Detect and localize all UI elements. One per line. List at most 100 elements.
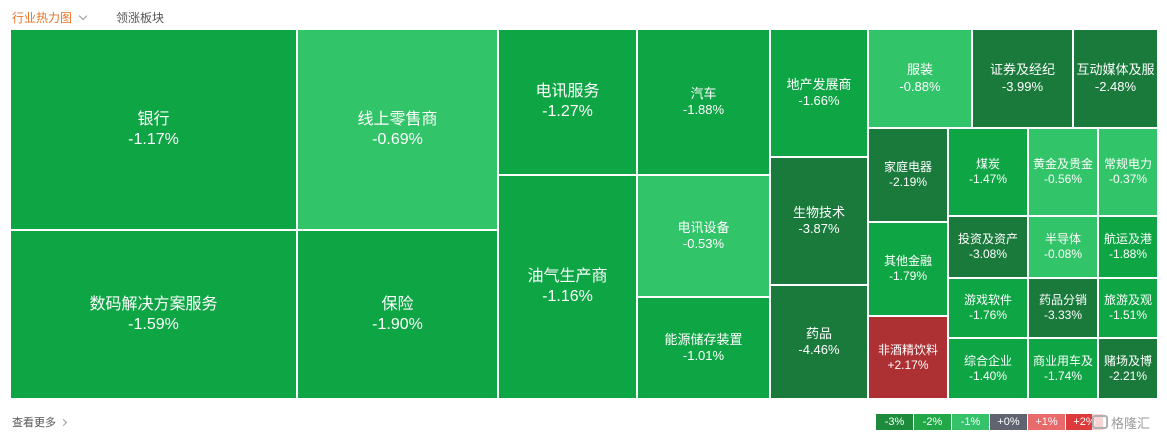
- treemap-cell[interactable]: 黄金及贵金 -0.56%: [1028, 128, 1098, 216]
- treemap-cell[interactable]: 线上零售商 -0.69%: [297, 29, 498, 230]
- sector-change-label: -0.56%: [1043, 172, 1083, 186]
- sector-change-label: -1.51%: [1108, 308, 1148, 322]
- view-tabs: 行业热力图 领涨板块: [12, 8, 164, 26]
- sector-change-label: -0.37%: [1108, 172, 1148, 186]
- view-more-label: 查看更多: [12, 417, 56, 429]
- sector-name-label: 非酒精饮料: [877, 342, 938, 357]
- tab-leading-sectors[interactable]: 领涨板块: [116, 10, 165, 25]
- color-legend: -3% -2% -1% +0% +1% +2%: [876, 414, 1104, 430]
- legend-swatch: +1%: [1028, 414, 1066, 430]
- sector-name-label: 电讯服务: [535, 83, 600, 100]
- sector-change-label: -1.27%: [542, 103, 593, 120]
- sector-change-label: -2.21%: [1108, 368, 1148, 383]
- sector-name-label: 家庭电器: [883, 160, 932, 174]
- sector-name-label: 油气生产商: [527, 268, 608, 285]
- sector-change-label: -1.76%: [968, 308, 1008, 322]
- industry-treemap: 银行 -1.17% 数码解决方案服务 -1.59% 线上零售商 -0.69% 保险 -1.90…: [10, 29, 1158, 399]
- sector-change-label: -0.53%: [682, 236, 725, 251]
- sector-name-label: 药品: [805, 325, 832, 341]
- sector-change-label: -1.90%: [372, 315, 423, 333]
- sector-name-label: 地产发展商: [786, 76, 852, 92]
- sector-name-label: 游戏软件: [963, 293, 1012, 307]
- treemap-cell[interactable]: 赌场及博 -2.21%: [1098, 338, 1158, 399]
- sector-name-label: 旅游及观: [1103, 293, 1152, 307]
- sector-change-label: -2.19%: [888, 175, 928, 189]
- treemap-cell[interactable]: 游戏软件 -1.76%: [948, 278, 1028, 338]
- chevron-down-icon[interactable]: [78, 11, 88, 20]
- sector-name-label: 互动媒体及服: [1076, 62, 1155, 78]
- treemap-cell[interactable]: 常规电力 -0.37%: [1098, 128, 1158, 216]
- treemap-cell[interactable]: 药品 -4.46%: [770, 285, 868, 399]
- sector-change-label: -4.46%: [798, 342, 840, 357]
- sector-name-label: 线上零售商: [357, 110, 438, 128]
- sector-name-label: 黄金及贵金: [1032, 157, 1093, 171]
- sector-name-label: 商业用车及: [1032, 353, 1093, 368]
- treemap-cell[interactable]: 家庭电器 -2.19%: [868, 128, 948, 222]
- treemap-cell[interactable]: 汽车 -1.88%: [637, 29, 770, 175]
- treemap-cell[interactable]: 数码解决方案服务 -1.59%: [10, 230, 297, 399]
- treemap-cell[interactable]: 油气生产商 -1.16%: [498, 175, 637, 399]
- sector-name-label: 证券及经纪: [989, 62, 1055, 78]
- sector-change-label: -1.59%: [128, 315, 179, 333]
- sector-change-label: -1.40%: [968, 368, 1008, 383]
- sector-change-label: -0.88%: [899, 78, 941, 94]
- treemap-cell[interactable]: 电讯设备 -0.53%: [637, 175, 770, 297]
- legend-swatch: -2%: [914, 414, 952, 430]
- treemap-cell[interactable]: 电讯服务 -1.27%: [498, 29, 637, 175]
- sector-name-label: 航运及港: [1103, 232, 1152, 246]
- sector-change-label: -0.69%: [372, 130, 423, 148]
- sector-change-label: -1.47%: [968, 172, 1008, 186]
- sector-change-label: -3.08%: [968, 247, 1008, 261]
- treemap-cell[interactable]: 其他金融 -1.79%: [868, 222, 948, 316]
- treemap-cell[interactable]: 地产发展商 -1.66%: [770, 29, 868, 157]
- sector-change-label: -2.48%: [1094, 78, 1137, 94]
- sector-name-label: 常规电力: [1103, 157, 1152, 171]
- tab-industry-heatmap-label: 行业热力图: [12, 10, 73, 25]
- sector-name-label: 药品分销: [1038, 293, 1087, 307]
- treemap-cell[interactable]: 商业用车及 -1.74%: [1028, 338, 1098, 399]
- treemap-cell[interactable]: 旅游及观 -1.51%: [1098, 278, 1158, 338]
- sector-change-label: -1.74%: [1043, 368, 1083, 383]
- sector-name-label: 生物技术: [792, 204, 845, 220]
- sector-change-label: +2.17%: [887, 357, 929, 372]
- treemap-cell[interactable]: 证券及经纪 -3.99%: [972, 29, 1073, 128]
- treemap-cell[interactable]: 银行 -1.17%: [10, 29, 297, 230]
- treemap-cell[interactable]: 半导体 -0.08%: [1028, 216, 1098, 278]
- sector-change-label: -1.88%: [682, 102, 725, 117]
- sector-change-label: -1.88%: [1108, 247, 1148, 261]
- treemap-cell[interactable]: 药品分销 -3.33%: [1028, 278, 1098, 338]
- sector-name-label: 赌场及博: [1103, 353, 1152, 368]
- sector-change-label: -0.08%: [1043, 247, 1083, 261]
- sector-name-label: 其他金融: [883, 254, 932, 268]
- sector-name-label: 数码解决方案服务: [89, 295, 218, 313]
- watermark: 格隆汇: [1092, 412, 1162, 432]
- treemap-cell[interactable]: 投资及资产 -3.08%: [948, 216, 1028, 278]
- sector-change-label: -3.33%: [1043, 308, 1083, 322]
- sector-change-label: -3.99%: [1001, 78, 1044, 94]
- treemap-cell[interactable]: 煤炭 -1.47%: [948, 128, 1028, 216]
- view-more-link[interactable]: 查看更多: [12, 414, 68, 430]
- sector-name-label: 煤炭: [975, 157, 1000, 171]
- sector-name-label: 投资及资产: [957, 232, 1018, 246]
- treemap-cell[interactable]: 生物技术 -3.87%: [770, 157, 868, 285]
- sector-name-label: 银行: [137, 110, 170, 128]
- treemap-cell[interactable]: 非酒精饮料 +2.17%: [868, 316, 948, 399]
- sector-change-label: -1.66%: [798, 93, 840, 108]
- tab-industry-heatmap[interactable]: 行业热力图: [12, 9, 88, 26]
- sector-change-label: -1.17%: [128, 130, 179, 148]
- sector-change-label: -1.16%: [542, 288, 593, 305]
- sector-change-label: -1.01%: [682, 348, 725, 363]
- treemap-cell[interactable]: 综合企业 -1.40%: [948, 338, 1028, 399]
- sector-name-label: 综合企业: [963, 353, 1012, 368]
- sector-name-label: 汽车: [690, 85, 717, 101]
- sector-name-label: 能源储存装置: [664, 331, 743, 347]
- legend-swatch: -3%: [876, 414, 914, 430]
- legend-swatch: -1%: [952, 414, 990, 430]
- treemap-cell[interactable]: 服装 -0.88%: [868, 29, 972, 128]
- treemap-cell[interactable]: 航运及港 -1.88%: [1098, 216, 1158, 278]
- treemap-cell[interactable]: 保险 -1.90%: [297, 230, 498, 399]
- treemap-cell[interactable]: 互动媒体及服 -2.48%: [1073, 29, 1158, 128]
- treemap-cell[interactable]: 能源储存装置 -1.01%: [637, 297, 770, 399]
- sector-change-label: -3.87%: [798, 221, 840, 236]
- sector-name-label: 半导体: [1044, 232, 1081, 246]
